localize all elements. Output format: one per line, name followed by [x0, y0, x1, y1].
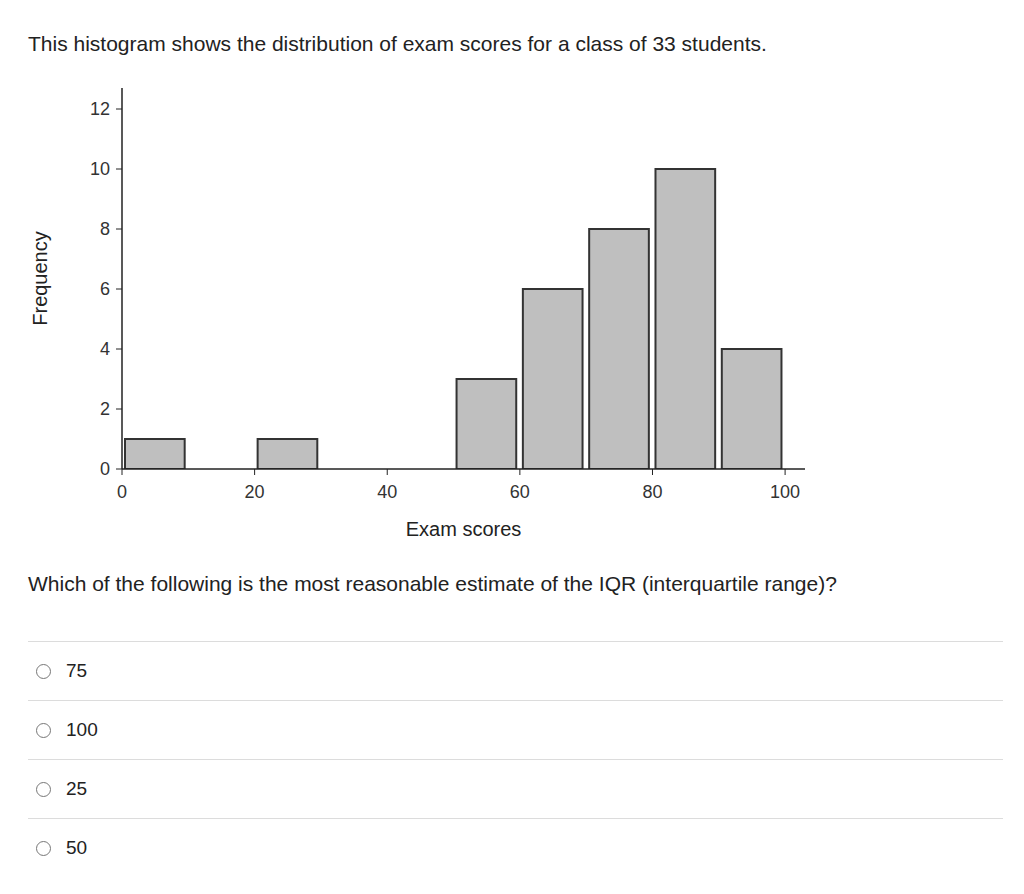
- svg-text:12: 12: [90, 99, 110, 119]
- svg-text:0: 0: [100, 459, 110, 479]
- svg-text:100: 100: [770, 482, 800, 502]
- html-text:25: 25: [66, 778, 88, 799]
- html-text:This histogram shows the distr: This histogram shows the distribution of…: [28, 32, 767, 55]
- svg-text:0: 0: [117, 482, 127, 502]
- html-text:50: 50: [66, 837, 88, 858]
- svg-text:6: 6: [100, 279, 110, 299]
- html-text:100: 100: [66, 719, 98, 740]
- svg-text:40: 40: [377, 482, 397, 502]
- svg-text:60: 60: [510, 482, 530, 502]
- svg-text:80: 80: [642, 482, 662, 502]
- svg-text:10: 10: [90, 159, 110, 179]
- svg-text:4: 4: [100, 339, 110, 359]
- svg-text:20: 20: [245, 482, 265, 502]
- html-text:Frequency: Frequency: [28, 230, 51, 326]
- html-text:75: 75: [66, 660, 88, 681]
- html-text:Which of the following is the: Which of the following is the most reaso…: [28, 572, 837, 595]
- svg-text:2: 2: [100, 399, 110, 419]
- html-text:Exam scores: Exam scores: [405, 518, 522, 540]
- svg-text:8: 8: [100, 219, 110, 239]
